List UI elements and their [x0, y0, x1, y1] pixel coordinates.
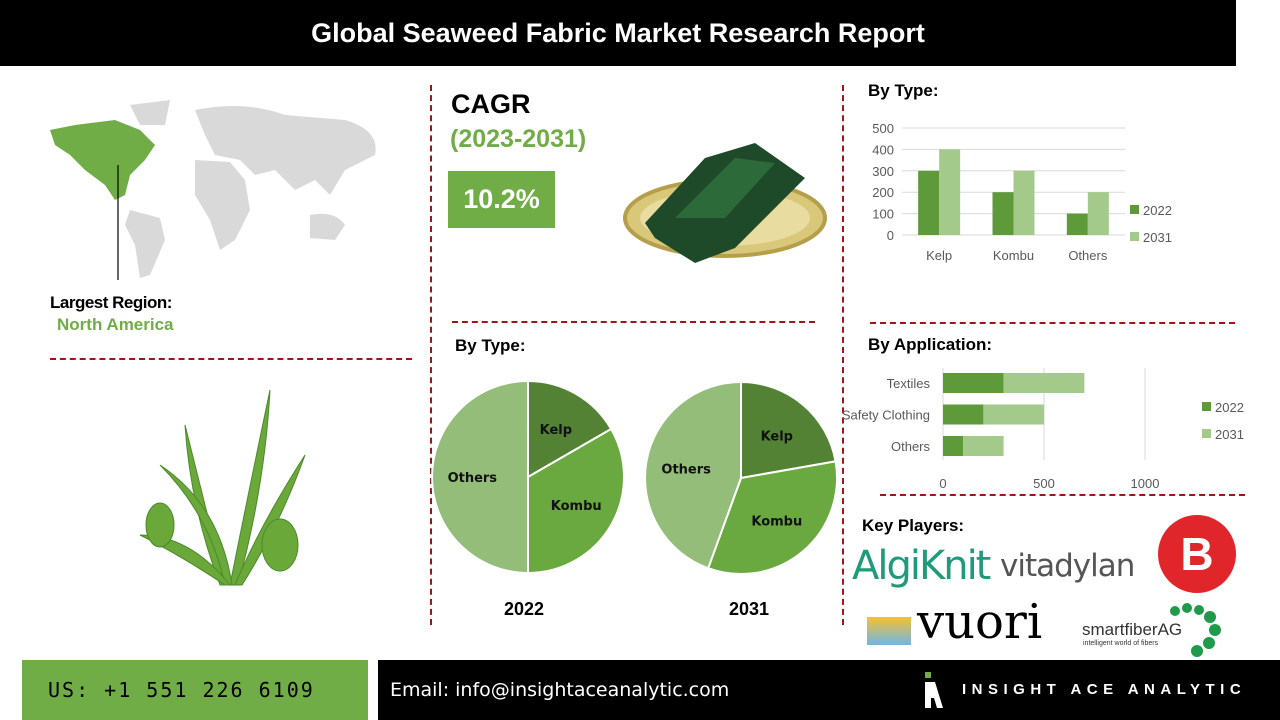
pie-slice-kelp — [740, 380, 837, 480]
divider — [50, 358, 412, 360]
red-circle-logo: B — [1158, 515, 1236, 593]
pies-title: By Type: — [455, 336, 526, 355]
bar-chart-by-application: 0 500 1000 Textiles Safety Clothing Others 202… — [842, 368, 1244, 491]
world-map — [50, 100, 376, 280]
brand-name: INSIGHT ACE ANALYTIC — [962, 681, 1247, 698]
bar-others-2031 — [963, 436, 1004, 456]
y-tick-label: 100 — [872, 207, 894, 222]
x-tick-label: Kombu — [993, 248, 1034, 263]
x-tick-label: Others — [1068, 248, 1108, 263]
bar-kelp-2031 — [939, 149, 961, 235]
cagr-label: CAGR — [451, 89, 531, 119]
legend-swatch — [1130, 205, 1139, 214]
pie-label: Kombu — [751, 515, 802, 530]
algiknit-logo: AlgiKnit — [852, 543, 991, 589]
phone-contact: US: +1 551 226 6109 — [22, 660, 368, 720]
north-america-highlight — [50, 120, 155, 200]
largest-region-value: North America — [57, 315, 174, 334]
vuori-logo: vuori — [917, 594, 1043, 650]
pie-label: Kombu — [551, 499, 602, 514]
y-tick-label: 200 — [872, 185, 894, 200]
pie-label: Kelp — [761, 429, 793, 444]
key-players-label: Key Players: — [862, 516, 965, 535]
bar-chart-title: By Type: — [868, 81, 939, 100]
y-tick-label: Safety Clothing — [842, 408, 930, 423]
legend-swatch — [1202, 402, 1211, 411]
divider — [452, 321, 815, 323]
pie-slice-others — [431, 379, 529, 575]
pie-slice-kombu — [706, 460, 838, 575]
bar-chart-by-type: 0 100 200 300 400 500 Kelp Kombu Others 2022 2031 — [872, 121, 1172, 263]
y-tick-label: 500 — [872, 121, 894, 136]
cagr-period: (2023-2031) — [450, 125, 587, 153]
bar-safety-clothing-2031 — [983, 404, 1044, 425]
vitadylan-logo: vitadylan — [1000, 548, 1135, 584]
legend-label: 2031 — [1143, 230, 1172, 245]
y-tick-label: Others — [891, 439, 931, 454]
footer-bar: Email: info@insightaceanalytic.com INSIG… — [378, 660, 1280, 720]
pie-label: Others — [661, 462, 711, 477]
hbar-chart-title: By Application: — [868, 335, 993, 354]
pie-slice-kombu — [527, 427, 625, 575]
bar-others-2022 — [943, 436, 964, 456]
y-tick-label: 0 — [887, 228, 894, 243]
pie-slice-others — [644, 380, 742, 570]
bar-textiles-2031 — [1003, 373, 1085, 393]
smartfiber-hexagons-icon — [1170, 603, 1221, 657]
report-title: Global Seaweed Fabric Market Research Re… — [0, 0, 1236, 66]
divider — [842, 85, 844, 625]
nori-basket-illustration — [623, 143, 827, 263]
smartfiber-tagline: intelligent world of fibers — [1083, 640, 1159, 647]
y-tick-label: 400 — [872, 142, 894, 157]
legend-swatch — [1202, 429, 1211, 438]
x-tick-label: Kelp — [926, 248, 952, 263]
smartfiber-logo: smartfiberAG — [1082, 620, 1183, 639]
pie-year-label: 2031 — [729, 599, 769, 619]
legend-label: 2022 — [1215, 400, 1244, 415]
largest-region-label: Largest Region: — [50, 293, 172, 312]
x-tick-label: 1000 — [1131, 476, 1160, 491]
pie-label: Kelp — [540, 423, 572, 438]
bar-others-2031 — [1087, 192, 1109, 235]
pie-year-label: 2022 — [504, 599, 544, 619]
vuori-logo-mark — [867, 617, 911, 645]
x-tick-label: 0 — [939, 476, 946, 491]
divider — [430, 85, 432, 625]
pie-charts: Kelp Kombu Others 2022 Kelp Kombu Others 2031 — [431, 379, 838, 619]
legend-label: 2031 — [1215, 427, 1244, 442]
bar-kombu-2031 — [1013, 170, 1035, 235]
bar-others-2022 — [1066, 213, 1088, 235]
bar-textiles-2022 — [943, 373, 1004, 393]
cagr-value: 10.2% — [448, 171, 555, 228]
divider — [870, 322, 1235, 324]
y-tick-label: 300 — [872, 164, 894, 179]
seaweed-illustration — [139, 389, 306, 586]
pie-label: Others — [448, 471, 498, 486]
x-tick-label: 500 — [1033, 476, 1055, 491]
insightace-logo-icon — [925, 672, 943, 708]
email-contact: Email: info@insightaceanalytic.com — [390, 679, 730, 701]
bar-safety-clothing-2022 — [943, 404, 984, 425]
y-tick-label: Textiles — [887, 376, 931, 391]
legend-swatch — [1130, 232, 1139, 241]
pie-slice-kelp — [527, 379, 613, 479]
bar-kombu-2022 — [992, 192, 1014, 235]
divider — [880, 494, 1245, 496]
bar-kelp-2022 — [918, 170, 940, 235]
legend-label: 2022 — [1143, 203, 1172, 218]
